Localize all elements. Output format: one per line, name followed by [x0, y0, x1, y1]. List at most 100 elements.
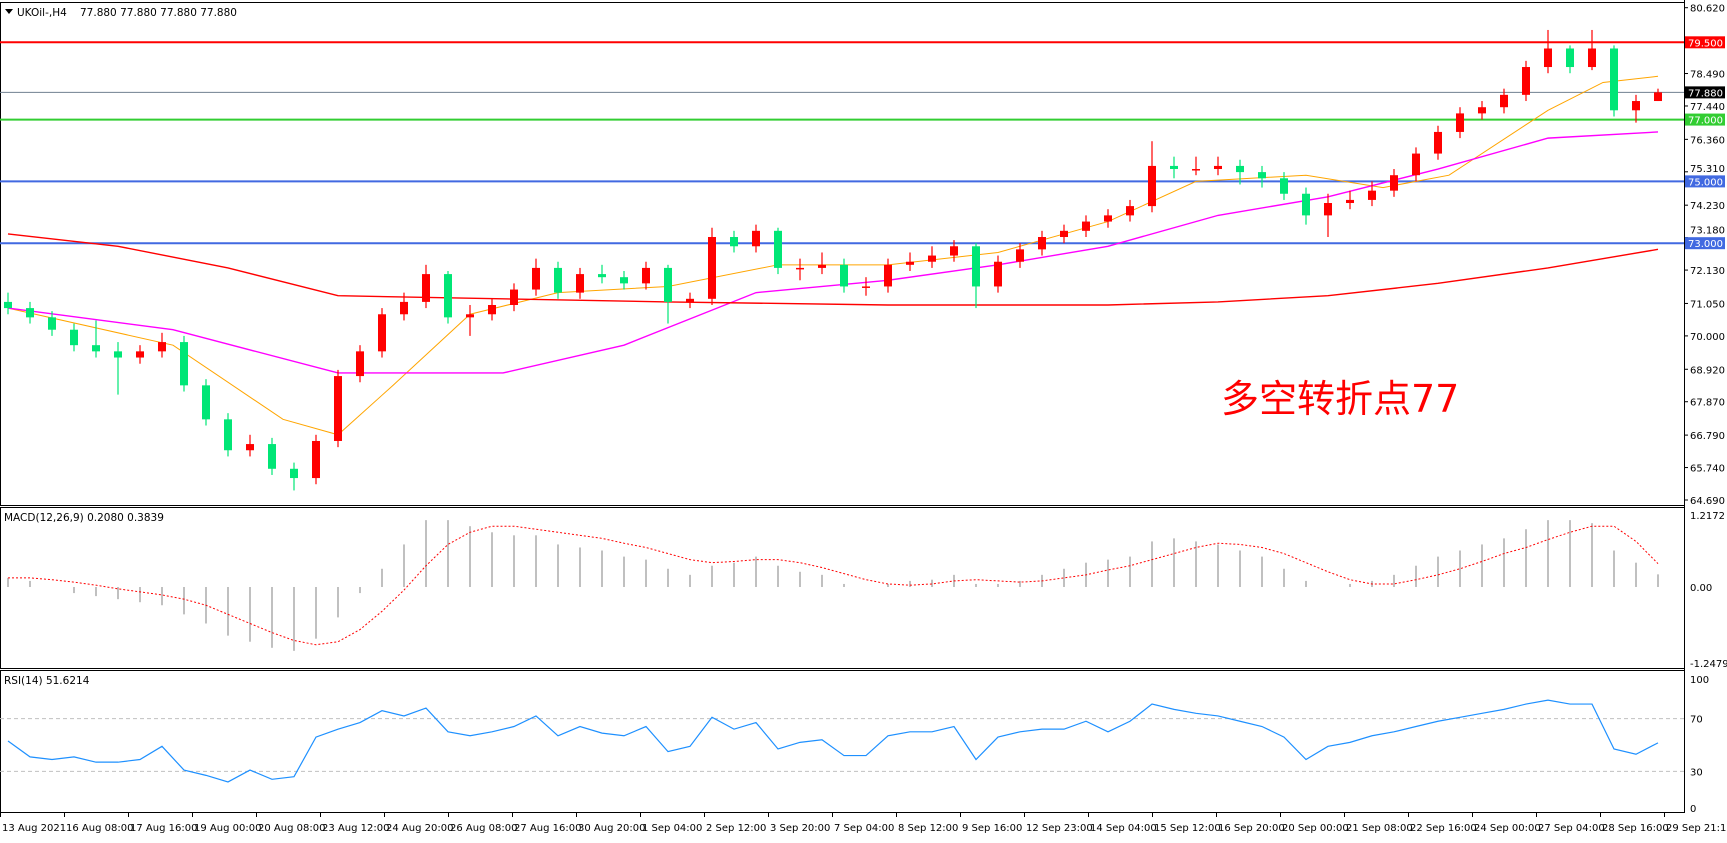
- time-tick-label: 9 Sep 16:00: [962, 823, 1022, 834]
- price-tick-label: 73.180: [1690, 226, 1725, 237]
- candle-body: [1500, 94, 1508, 108]
- candle-body: [1280, 178, 1288, 194]
- rsi-label: RSI(14) 51.6214: [4, 675, 90, 687]
- horizontal-levels: [0, 41, 1684, 245]
- price-tick-label: 74.230: [1690, 201, 1725, 212]
- candle-body: [1478, 107, 1486, 114]
- price-tick-label: 75.310: [1690, 164, 1725, 175]
- candle-body: [950, 246, 958, 256]
- rsi-pane: [0, 699, 1684, 783]
- candle-body: [290, 468, 298, 479]
- price-tick-label: 71.050: [1690, 299, 1725, 310]
- candle-body: [1456, 113, 1464, 132]
- candle-body: [400, 301, 408, 315]
- candle-body: [1126, 206, 1134, 216]
- candle-body: [488, 304, 496, 315]
- time-tick-label: 21 Sep 08:00: [1346, 823, 1413, 834]
- candle-body: [1522, 67, 1530, 95]
- level-price-tag: [1685, 175, 1725, 188]
- candle-body: [1038, 237, 1046, 250]
- candle-body: [1544, 48, 1552, 68]
- time-tick-label: 23 Aug 12:00: [322, 823, 389, 834]
- candle-body: [708, 237, 716, 299]
- candle-body: [1148, 165, 1156, 207]
- time-tick-label: 8 Sep 12:00: [898, 823, 958, 834]
- ma-slow-line: [7, 233, 1659, 306]
- candle-body: [1104, 215, 1112, 222]
- candle-body: [1610, 48, 1618, 111]
- candle-body: [70, 329, 78, 346]
- price-tick-label: 67.870: [1690, 398, 1725, 409]
- time-tick-label: 17 Aug 16:00: [130, 823, 197, 834]
- time-tick-label: 24 Aug 20:00: [386, 823, 453, 834]
- time-tick-label: 20 Sep 00:00: [1282, 823, 1349, 834]
- time-tick-label: 7 Sep 04:00: [834, 823, 894, 834]
- price-tick-label: 68.920: [1690, 365, 1725, 376]
- candle-body: [1346, 199, 1354, 204]
- candle-body: [532, 267, 540, 290]
- candle-body: [642, 267, 650, 284]
- candle-body: [312, 440, 320, 479]
- time-tick-label: 26 Aug 08:00: [450, 823, 517, 834]
- level-price-tag: [1685, 36, 1725, 49]
- candle-body: [1324, 203, 1332, 216]
- time-tick-label: 12 Sep 23:00: [1026, 823, 1093, 834]
- level-price-tag: [1685, 113, 1725, 126]
- price-tick-label: 76.360: [1690, 135, 1725, 146]
- candle-body: [444, 274, 452, 318]
- candle-body: [576, 274, 584, 293]
- time-tick-label: 27 Aug 16:00: [514, 823, 581, 834]
- candle-body: [1170, 165, 1178, 170]
- candle-body: [928, 255, 936, 262]
- candle-body: [224, 419, 232, 451]
- rsi-tick-label: 100: [1690, 675, 1709, 686]
- candle-body: [1258, 172, 1266, 179]
- macd-tick-label: -1.2479: [1690, 659, 1727, 670]
- candle-body: [598, 274, 606, 278]
- candle-body: [1434, 131, 1442, 154]
- candle-body: [422, 274, 430, 302]
- ohlc-readout: 77.880 77.880 77.880 77.880: [80, 7, 237, 19]
- candle-body: [972, 246, 980, 287]
- candle-body: [664, 267, 672, 302]
- candle-body: [92, 345, 100, 352]
- candle-body: [686, 298, 694, 302]
- candle-body: [1632, 101, 1640, 111]
- candle-body: [818, 264, 826, 268]
- candle-body: [554, 267, 562, 293]
- macd-signal-line: [8, 525, 1659, 646]
- candle-body: [774, 230, 782, 268]
- level-price-tag: [1685, 237, 1725, 250]
- level-price-label: 77.000: [1688, 116, 1723, 127]
- time-tick-label: 16 Aug 08:00: [66, 823, 133, 834]
- candle-body: [1588, 48, 1596, 68]
- candle-body: [1390, 175, 1398, 191]
- annotation-text: 多空转折点77: [1221, 377, 1459, 421]
- candle-body: [356, 351, 364, 377]
- level-price-tags: 79.500 77.880 77.000 75.000 73.000: [1685, 36, 1725, 250]
- candle-body: [1368, 190, 1376, 200]
- time-tick-label: 28 Sep 16:00: [1602, 823, 1669, 834]
- candle-body: [1302, 193, 1310, 216]
- collapse-triangle-icon[interactable]: [5, 9, 13, 14]
- price-tick-label: 77.440: [1690, 102, 1725, 113]
- candle-body: [334, 376, 342, 441]
- rsi-tick-label: 70: [1690, 715, 1703, 726]
- candle-body: [246, 444, 254, 451]
- time-tick-label: 15 Sep 12:00: [1154, 823, 1221, 834]
- time-tick-label: 29 Sep 21:15: [1666, 823, 1727, 834]
- time-tick-label: 24 Sep 00:00: [1474, 823, 1541, 834]
- candle-body: [268, 444, 276, 469]
- price-tick-label: 72.130: [1690, 266, 1725, 277]
- candle-body: [1016, 249, 1024, 262]
- rsi-tick-label: 30: [1690, 767, 1703, 778]
- time-tick-label: 20 Aug 08:00: [258, 823, 325, 834]
- candle-body: [730, 237, 738, 247]
- price-tick-label: 70.000: [1690, 332, 1725, 343]
- candle-body: [620, 277, 628, 284]
- macd-tick-label: 0.00: [1690, 583, 1712, 594]
- candle-body: [1654, 92, 1662, 102]
- candle-body: [1214, 165, 1222, 170]
